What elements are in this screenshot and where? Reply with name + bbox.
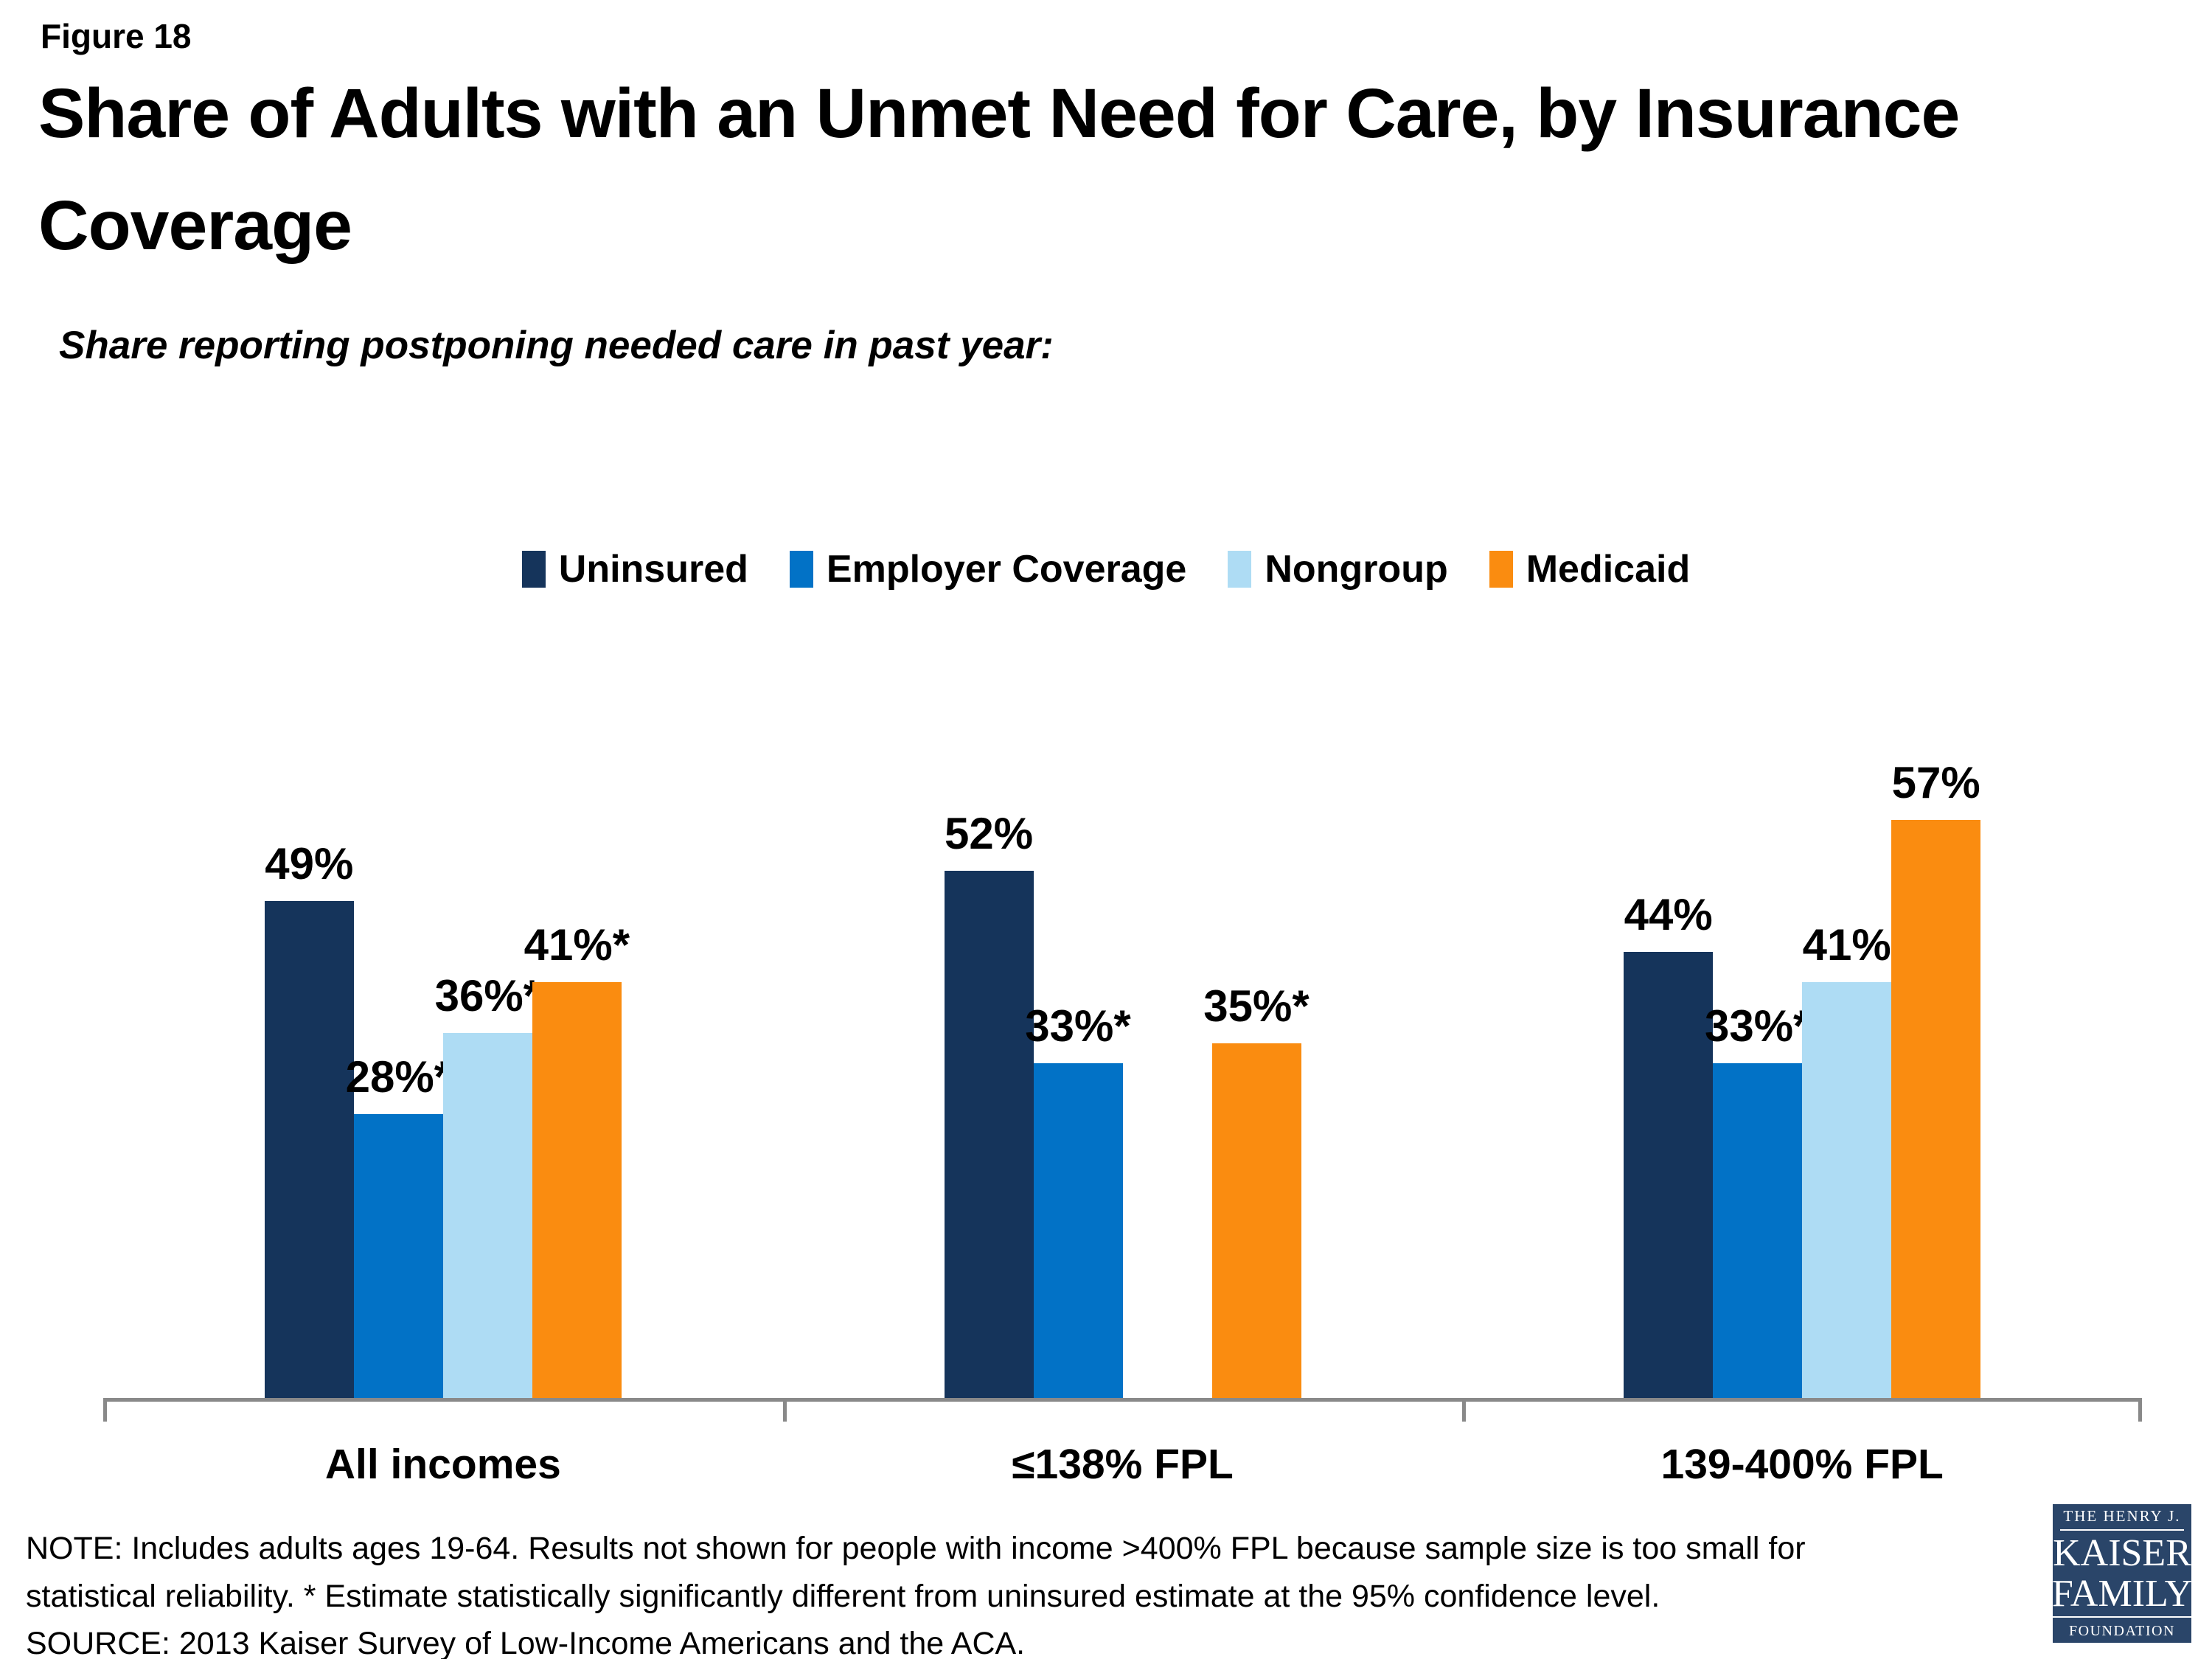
bar-chart: 49% 28%* 36%* 41%* 52% 33%* 35%* 44% 33%* 41% 57% … (103, 749, 2142, 1489)
bar-slot: 28%* (346, 749, 451, 1398)
page-title-line1: Share of Adults with an Unmet Need for C… (38, 74, 1960, 153)
bar-uninsured (944, 871, 1034, 1398)
page-title-line2: Coverage (38, 187, 352, 265)
bar-employer-coverage (353, 1114, 443, 1398)
bar-value-label: 35%* (1203, 981, 1310, 1031)
bar-slot: 49% (264, 749, 354, 1398)
axis-tick (2138, 1402, 2142, 1422)
legend-item-uninsured: Uninsured (521, 547, 748, 591)
x-axis-line (103, 1398, 2142, 1422)
note-block: NOTE: Includes adults ages 19-64. Result… (26, 1525, 1806, 1659)
axis-tick (782, 1402, 787, 1422)
bar-value-label: 41% (1802, 920, 1891, 970)
legend-item-nongroup: Nongroup (1228, 547, 1448, 591)
logo-line2: KAISER (2053, 1531, 2191, 1574)
bar-slot: 52% (944, 749, 1034, 1398)
bar-slot (1123, 749, 1212, 1398)
legend-label: Medicaid (1526, 548, 1691, 591)
bar-slot: 33%* (1705, 749, 1810, 1398)
bar-employer-coverage (1033, 1063, 1123, 1398)
legend-swatch-icon (789, 551, 813, 588)
bar-slot: 41% (1802, 749, 1892, 1398)
chart-legend: Uninsured Employer Coverage Nongroup Medica… (0, 547, 2212, 591)
plot-area: 49% 28%* 36%* 41%* 52% 33%* 35%* 44% 33%* 41% 57% (103, 749, 2142, 1398)
bar-uninsured (264, 901, 354, 1398)
legend-item-employer-coverage: Employer Coverage (789, 547, 1187, 591)
bar-value-label: 33%* (1704, 1001, 1811, 1051)
bar-value-label: 33%* (1025, 1001, 1131, 1051)
bar-slot: 44% (1624, 749, 1714, 1398)
category-group: 52% 33%* 35%* (783, 749, 1463, 1398)
category-group: 49% 28%* 36%* 41%* (103, 749, 783, 1398)
axis-tick (103, 1402, 107, 1422)
legend-item-medicaid: Medicaid (1489, 547, 1691, 591)
logo-line3: FAMILY (2047, 1573, 2197, 1618)
bar-value-label: 28%* (345, 1052, 452, 1102)
bar-slot: 33%* (1025, 749, 1131, 1398)
bar-uninsured (1624, 952, 1714, 1398)
bar-value-label: 36%* (434, 971, 541, 1020)
bar-value-label: 44% (1624, 890, 1713, 939)
page-title: Share of Adults with an Unmet Need for C… (38, 58, 2184, 282)
axis-tick (1462, 1402, 1467, 1422)
legend-label: Nongroup (1265, 548, 1448, 591)
figure-label: Figure 18 (41, 17, 192, 55)
chart-subtitle: Share reporting postponing needed care i… (59, 324, 1054, 367)
legend-swatch-icon (1489, 551, 1513, 588)
bar-slot: 35%* (1203, 749, 1310, 1398)
note-line2: statistical reliability. * Estimate stat… (26, 1578, 1660, 1614)
category-label: All incomes (324, 1441, 561, 1488)
category-label: 139-400% FPL (1660, 1441, 1944, 1488)
legend-swatch-icon (521, 551, 546, 588)
legend-label: Uninsured (558, 548, 748, 591)
kaiser-family-foundation-logo: THE HENRY J. KAISER FAMILY FOUNDATION (2047, 1504, 2197, 1643)
category-group: 44% 33%* 41% 57% (1462, 749, 2142, 1398)
category-label: ≤138% FPL (1012, 1441, 1234, 1488)
bar-medicaid (532, 982, 622, 1398)
note-line1: NOTE: Includes adults ages 19-64. Result… (26, 1531, 1806, 1566)
logo-line1: THE HENRY J. (2060, 1507, 2184, 1531)
bar-value-label: 41%* (524, 920, 630, 970)
bar-value-label: 49% (265, 839, 354, 889)
bar-slot: 41%* (524, 749, 630, 1398)
bar-employer-coverage (1713, 1063, 1803, 1398)
bar-slot: 57% (1891, 749, 1981, 1398)
logo-line4: FOUNDATION (2069, 1623, 2175, 1640)
bar-nongroup (1802, 982, 1892, 1398)
bar-slot: 36%* (435, 749, 540, 1398)
legend-swatch-icon (1228, 551, 1252, 588)
category-axis-labels: All incomes ≤138% FPL 139-400% FPL (103, 1440, 2142, 1489)
bar-medicaid (1211, 1043, 1301, 1398)
source-line: SOURCE: 2013 Kaiser Survey of Low-Income… (26, 1626, 1026, 1659)
bar-nongroup (442, 1033, 532, 1398)
bar-value-label: 57% (1891, 758, 1980, 808)
bar-value-label: 52% (944, 809, 1034, 858)
bar-medicaid (1891, 820, 1981, 1398)
legend-label: Employer Coverage (826, 548, 1187, 591)
